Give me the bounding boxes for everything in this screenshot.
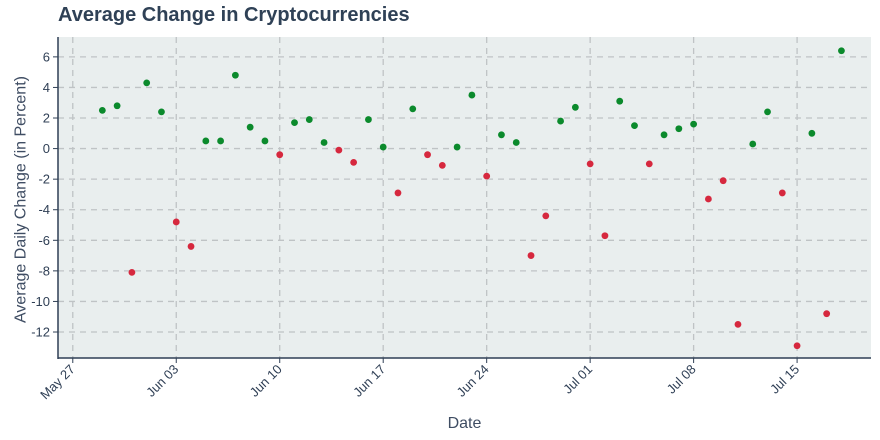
negative-point <box>542 212 550 220</box>
y-tick-label: -6 <box>38 233 50 248</box>
positive-point <box>231 71 239 79</box>
positive-point <box>261 137 269 145</box>
positive-point <box>764 108 771 116</box>
negative-point <box>187 243 195 250</box>
negative-point <box>438 162 446 169</box>
y-tick-label: 2 <box>43 111 50 126</box>
positive-point <box>113 102 121 110</box>
y-tick-label: -2 <box>38 172 50 187</box>
positive-point <box>838 47 845 55</box>
negative-point <box>734 320 742 328</box>
positive-point <box>675 125 683 133</box>
positive-point <box>291 119 298 126</box>
positive-point <box>749 140 757 148</box>
y-tick-label: -4 <box>38 202 50 217</box>
positive-point <box>660 131 668 139</box>
y-tick-label: -8 <box>38 263 50 278</box>
positive-point <box>98 106 106 114</box>
negative-point <box>172 218 180 226</box>
positive-point <box>631 122 638 130</box>
x-axis-title: Date <box>448 415 482 432</box>
negative-point <box>793 342 801 350</box>
positive-point <box>616 97 624 105</box>
negative-point <box>719 177 727 185</box>
x-tick-label: Jun 03 <box>143 362 181 400</box>
positive-point <box>320 139 328 146</box>
y-tick-label: -10 <box>31 294 50 309</box>
positive-point <box>202 137 210 145</box>
x-tick-label: Jul 15 <box>767 362 802 397</box>
negative-point <box>705 195 712 203</box>
plot-background <box>58 37 871 358</box>
x-tick-label: Jul 01 <box>560 362 595 397</box>
chart-title: Average Change in Cryptocurrencies <box>58 4 410 26</box>
x-tick-label: May 27 <box>37 362 78 403</box>
grid-lines <box>58 37 871 358</box>
positive-point <box>808 129 816 137</box>
positive-point <box>512 139 520 146</box>
positive-point <box>379 143 387 151</box>
negative-point <box>394 189 402 197</box>
x-tick-label: Jul 08 <box>664 362 699 397</box>
negative-point <box>823 310 831 318</box>
y-tick-label: -12 <box>31 325 50 340</box>
negative-point <box>335 146 343 154</box>
negative-point <box>601 232 609 240</box>
positive-point <box>453 143 461 151</box>
data-points <box>98 47 845 350</box>
positive-point <box>557 117 564 125</box>
negative-point <box>483 172 491 180</box>
positive-point <box>498 131 505 139</box>
y-tick-label: 0 <box>43 141 50 156</box>
x-tick-label: Jun 10 <box>247 362 285 400</box>
positive-point <box>143 79 151 87</box>
x-tick-label: Jun 24 <box>454 362 492 400</box>
negative-point <box>276 151 284 159</box>
axes <box>53 37 871 363</box>
positive-point <box>305 116 313 123</box>
positive-point <box>571 103 579 111</box>
negative-point <box>350 158 358 166</box>
negative-point <box>645 160 653 168</box>
positive-point <box>409 105 417 113</box>
positive-point <box>246 123 254 131</box>
negative-point <box>527 252 535 259</box>
negative-point <box>778 189 786 197</box>
y-tick-label: 6 <box>43 49 50 64</box>
y-axis-title: Average Daily Change (in Percent) <box>13 76 30 323</box>
x-tick-label: Jun 17 <box>350 362 388 400</box>
positive-point <box>158 108 165 116</box>
positive-point <box>365 116 372 123</box>
y-tick-label: 4 <box>43 80 50 95</box>
negative-point <box>128 269 136 276</box>
negative-point <box>424 151 431 159</box>
positive-point <box>468 91 476 99</box>
positive-point <box>690 120 698 128</box>
positive-point <box>217 137 225 145</box>
negative-point <box>586 160 594 168</box>
